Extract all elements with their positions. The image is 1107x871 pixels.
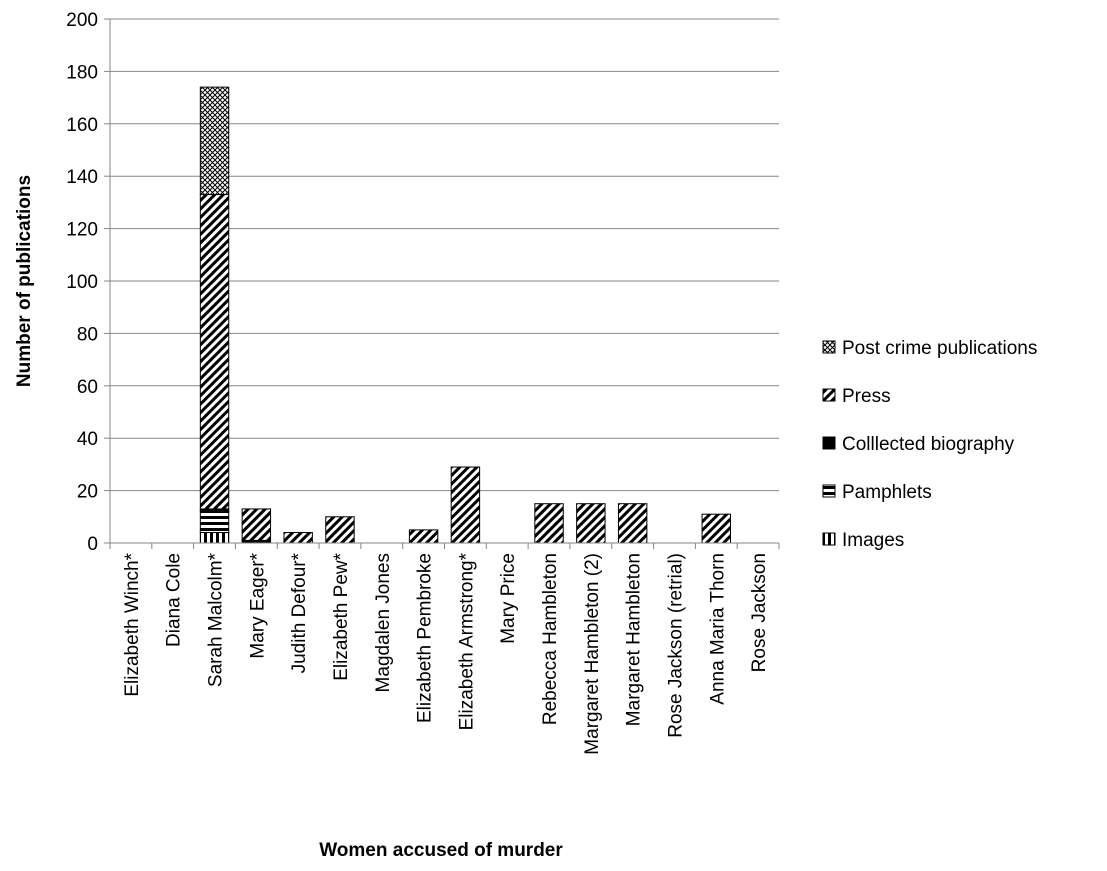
legend: Post crime publications Press Colllected b… (822, 338, 1037, 551)
x-tick-label: Rebecca Hambleton (540, 553, 561, 725)
x-tick-label: Elizabeth Pembroke (415, 553, 436, 723)
x-tick-label: Rose Jackson (retrial) (665, 553, 686, 738)
legend-label: Pamphlets (842, 482, 932, 503)
x-tick-labels: Elizabeth Winch* Diana Cole Sarah Malcolm*… (122, 552, 770, 754)
x-tick-label: Diana Cole (164, 553, 185, 647)
legend-item: Colllected biography (822, 434, 1015, 455)
legend-item: Pamphlets (822, 482, 932, 503)
y-tick-label: 200 (66, 10, 98, 31)
y-tick-labels: 0 20 40 60 80 100 120 140 160 180 200 (66, 10, 98, 555)
x-tick-label: Mary Price (498, 553, 519, 644)
bar-segment (199, 532, 230, 544)
y-tick-label: 120 (66, 220, 98, 241)
y-tick-label: 140 (66, 167, 98, 188)
x-tick-label: Judith Defour* (289, 552, 310, 673)
bar-segment (199, 86, 230, 196)
legend-item: Press (822, 386, 891, 407)
legend-swatch (822, 388, 836, 402)
legend-item: Images (822, 530, 904, 551)
legend-label: Colllected biography (842, 434, 1015, 455)
legend-swatch (822, 436, 836, 450)
legend-item: Post crime publications (822, 338, 1037, 359)
x-tick-label: Elizabeth Pew* (331, 552, 352, 680)
legend-swatch (822, 340, 836, 354)
bar-segment (450, 466, 481, 544)
bar-segment (199, 511, 230, 534)
y-tick-label: 20 (77, 482, 98, 503)
x-axis-title: Women accused of murder (319, 840, 563, 861)
y-axis-title: Number of publications (14, 175, 35, 387)
x-tick-label: Anna Maria Thorn (707, 553, 728, 705)
legend-label: Images (842, 530, 904, 551)
y-tick-label: 160 (66, 115, 98, 136)
x-tick-label: Mary Eager* (247, 552, 268, 658)
y-tick-label: 60 (77, 377, 98, 398)
y-tick-label: 40 (77, 429, 98, 450)
bar-segment (617, 503, 648, 544)
y-tick-label: 0 (87, 534, 98, 555)
y-tick-label: 80 (77, 324, 98, 345)
bar-segment (199, 194, 230, 510)
x-tick-label: Sarah Malcolm* (206, 552, 227, 687)
x-tick-label: Margaret Hambleton (2) (582, 553, 603, 755)
bar-segment (576, 503, 606, 544)
legend-swatch (822, 484, 836, 498)
x-tick-label: Rose Jackson (749, 553, 770, 672)
x-tick-label: Margaret Hambleton (624, 553, 645, 726)
bar-segment (408, 529, 439, 544)
bar-segment (283, 532, 313, 544)
y-tick-label: 100 (66, 272, 98, 293)
bar-segment (241, 508, 272, 541)
legend-swatch (822, 532, 836, 546)
x-tick-label: Magdalen Jones (373, 553, 394, 692)
x-tick-label: Elizabeth Armstrong* (456, 552, 477, 730)
bars (199, 86, 731, 544)
bar-segment (534, 503, 564, 544)
bar-segment (701, 513, 731, 544)
x-tick-label: Elizabeth Winch* (122, 552, 143, 696)
axes (104, 18, 780, 549)
legend-label: Post crime publications (842, 338, 1037, 359)
bar-segment (325, 516, 355, 544)
y-tick-label: 180 (66, 62, 98, 83)
legend-label: Press (842, 386, 891, 407)
